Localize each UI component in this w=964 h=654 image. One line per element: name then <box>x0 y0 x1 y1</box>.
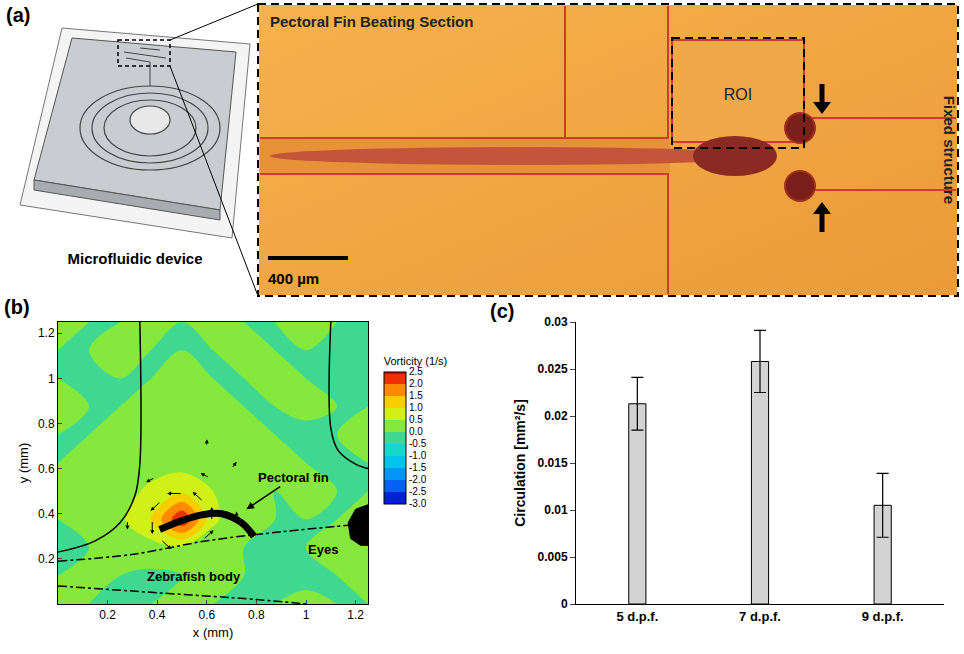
html-text:(b): (b) <box>4 296 30 318</box>
svg-text:0.025: 0.025 <box>538 362 568 376</box>
svg-text:2.5: 2.5 <box>409 366 423 377</box>
svg-text:0.2: 0.2 <box>99 608 116 622</box>
svg-text:9 d.p.f.: 9 d.p.f. <box>862 609 904 624</box>
svg-text:1.2: 1.2 <box>38 326 55 340</box>
svg-text:-3.0: -3.0 <box>409 498 427 509</box>
svg-text:0.02: 0.02 <box>544 409 568 423</box>
svg-text:0.4: 0.4 <box>38 507 55 521</box>
svg-text:Pectoral Fin Beating Section: Pectoral Fin Beating Section <box>270 13 473 30</box>
svg-text:1: 1 <box>303 608 310 622</box>
svg-text:Fixed structure: Fixed structure <box>941 96 958 204</box>
svg-text:0.2: 0.2 <box>38 552 55 566</box>
svg-text:x (mm): x (mm) <box>193 625 233 640</box>
svg-text:Circulation [mm²/s]: Circulation [mm²/s] <box>512 399 528 527</box>
svg-text:-1.0: -1.0 <box>409 450 427 461</box>
svg-text:0.005: 0.005 <box>538 550 568 564</box>
html-text:(c): (c) <box>490 300 515 322</box>
svg-text:7 d.p.f.: 7 d.p.f. <box>739 609 781 624</box>
svg-text:Zebrafish body: Zebrafish body <box>147 569 241 584</box>
svg-text:0: 0 <box>561 597 568 611</box>
svg-text:-2.0: -2.0 <box>409 474 427 485</box>
svg-text:(a): (a) <box>6 4 30 26</box>
svg-text:1.0: 1.0 <box>409 402 423 413</box>
svg-text:1.2: 1.2 <box>347 608 364 622</box>
svg-text:1.5: 1.5 <box>409 390 423 401</box>
svg-text:0.8: 0.8 <box>248 608 265 622</box>
svg-text:0.4: 0.4 <box>149 608 166 622</box>
svg-text:0.6: 0.6 <box>38 462 55 476</box>
svg-text:0.5: 0.5 <box>409 414 423 425</box>
svg-text:0.8: 0.8 <box>38 417 55 431</box>
svg-text:Eyes: Eyes <box>308 542 338 557</box>
svg-text:-2.5: -2.5 <box>409 486 427 497</box>
svg-text:ROI: ROI <box>724 86 752 103</box>
svg-text:0.6: 0.6 <box>198 608 215 622</box>
svg-text:0.0: 0.0 <box>409 426 423 437</box>
svg-text:-1.5: -1.5 <box>409 462 427 473</box>
svg-text:2.0: 2.0 <box>409 378 423 389</box>
svg-text:Vorticity (1/s): Vorticity (1/s) <box>384 355 448 367</box>
svg-text:0.03: 0.03 <box>544 315 568 329</box>
svg-text:400 µm: 400 µm <box>268 270 319 287</box>
svg-text:5 d.p.f.: 5 d.p.f. <box>616 609 658 624</box>
svg-text:1: 1 <box>48 372 55 386</box>
svg-text:y (mm): y (mm) <box>16 443 31 483</box>
svg-text:Microfluidic device: Microfluidic device <box>67 250 202 267</box>
svg-text:-0.5: -0.5 <box>409 438 427 449</box>
svg-text:Pectoral fin: Pectoral fin <box>258 470 329 485</box>
svg-text:0.015: 0.015 <box>538 456 568 470</box>
svg-text:0.01: 0.01 <box>544 503 568 517</box>
